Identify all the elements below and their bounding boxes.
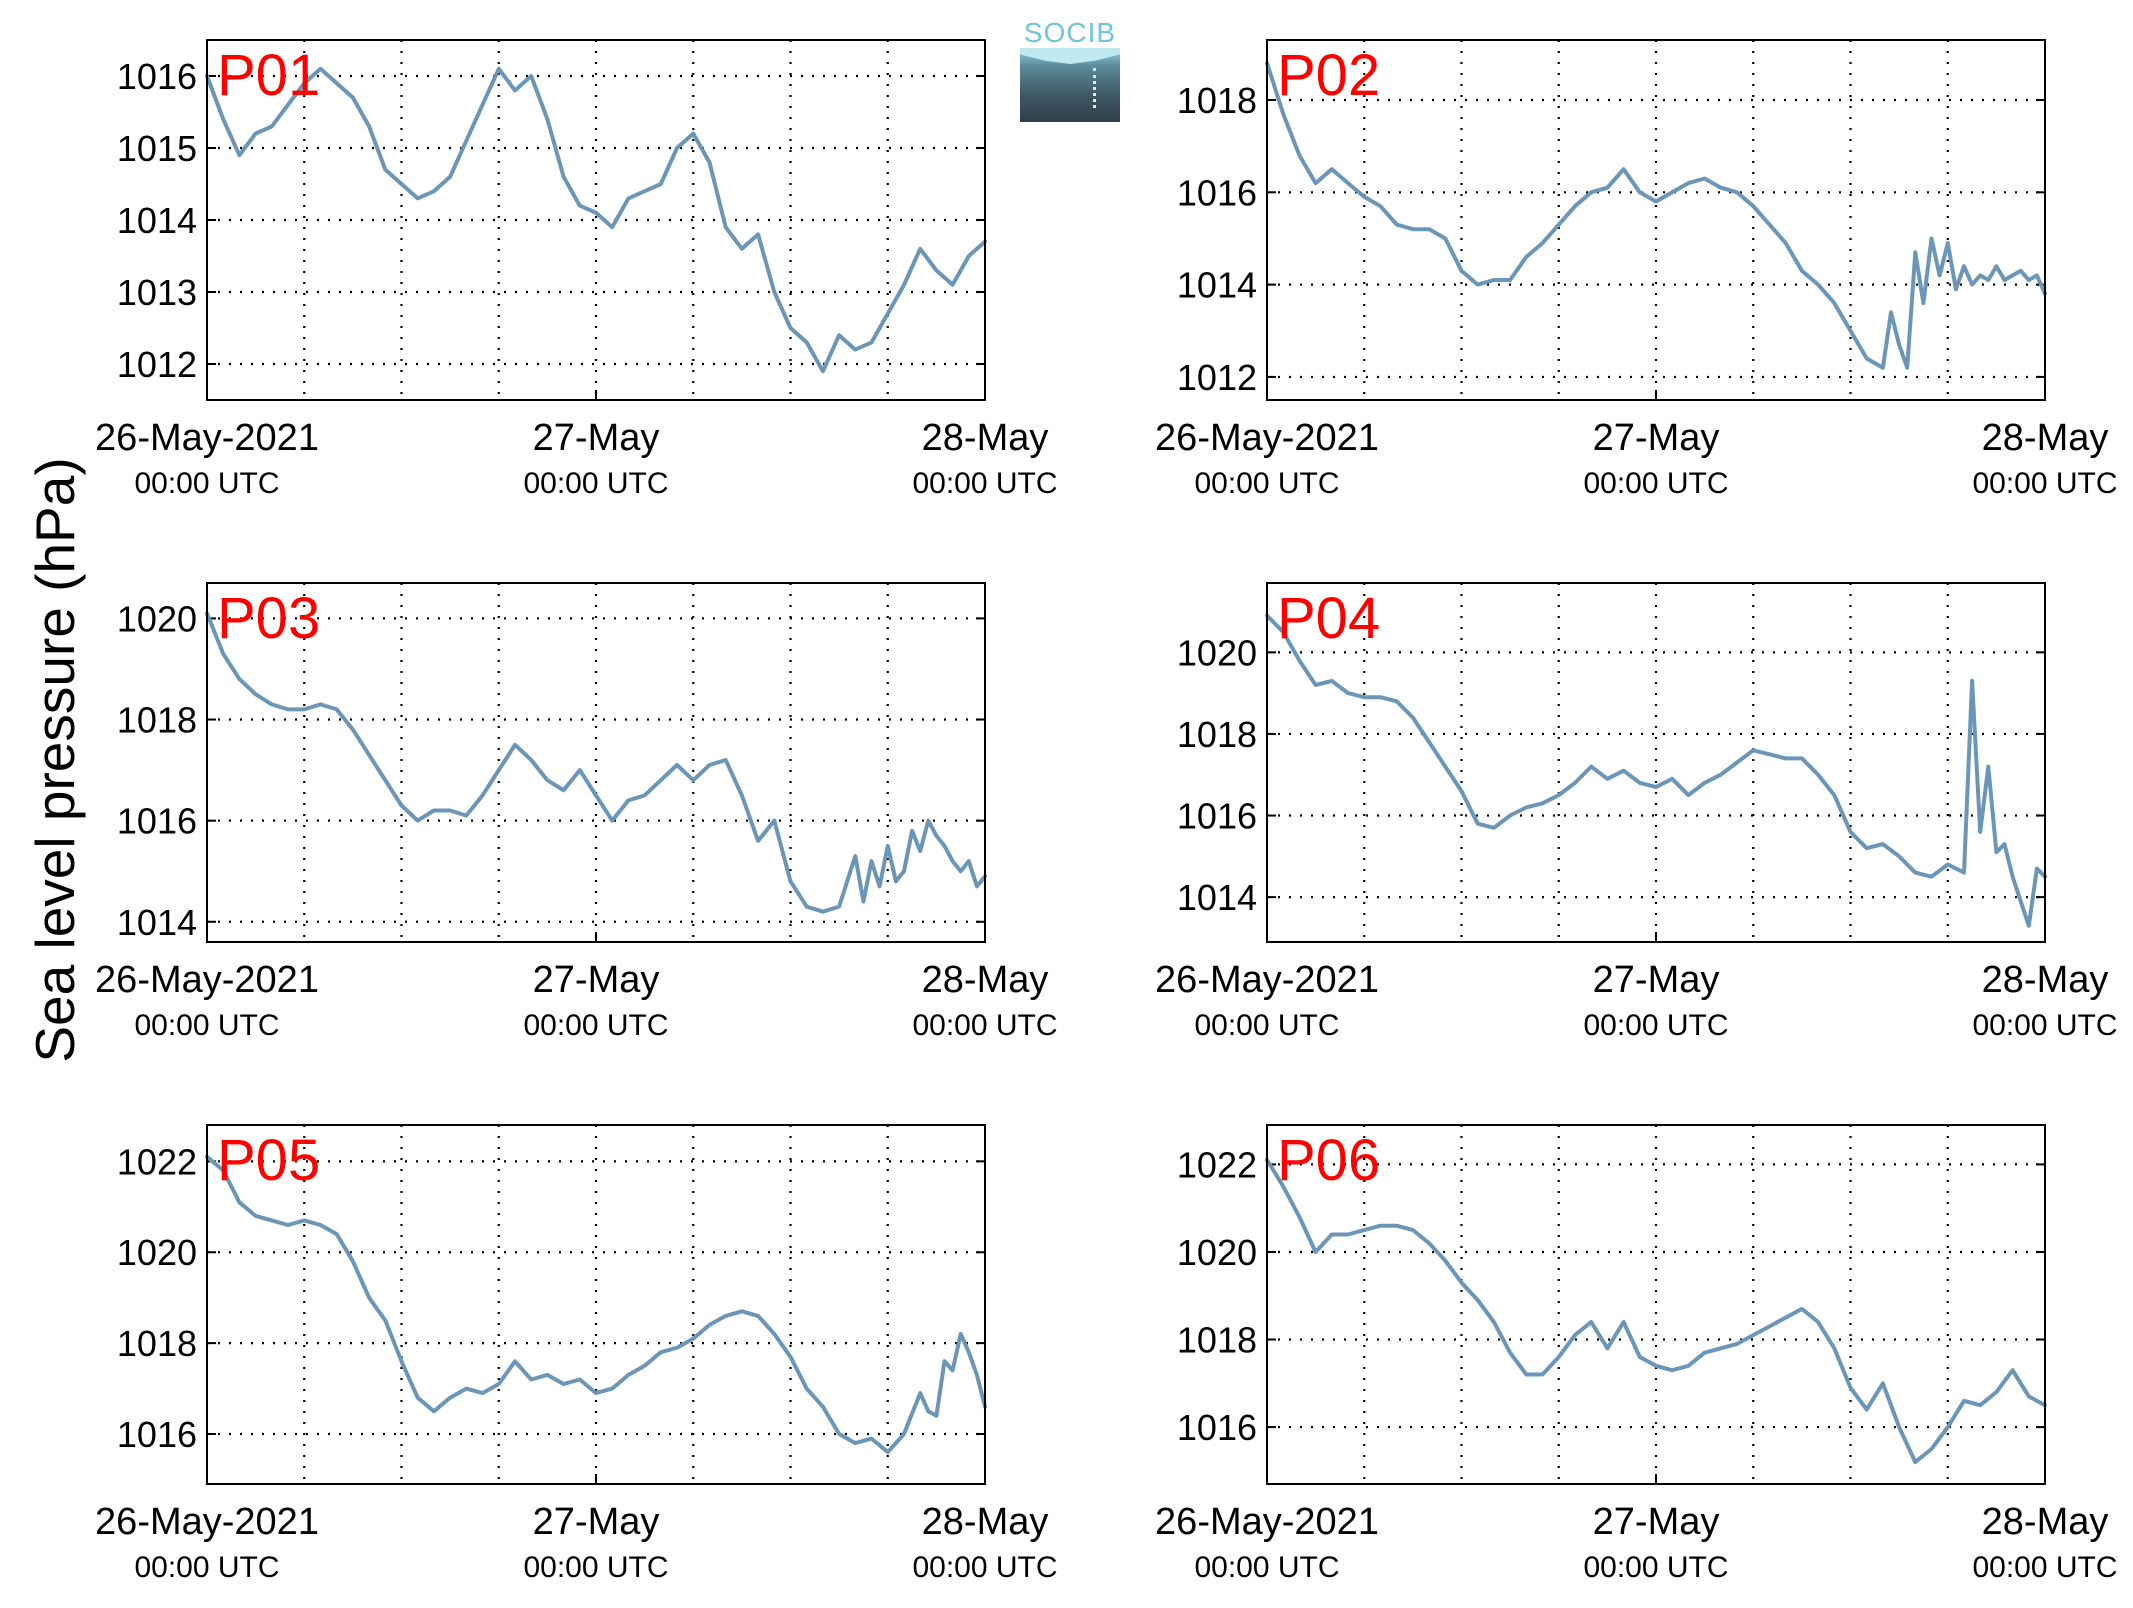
x-tick-label: 28-May (1982, 959, 2109, 1001)
series-line-p05 (205, 1154, 987, 1455)
y-tick-label: 1016 (117, 1414, 197, 1455)
socib-logo-dash (1093, 68, 1096, 108)
x-tick-sublabel: 00:00 UTC (1194, 1551, 1339, 1584)
x-tick-sublabel: 00:00 UTC (1194, 1009, 1339, 1042)
station-label: P04 (1277, 586, 1380, 651)
x-tick-sublabel: 00:00 UTC (1583, 467, 1728, 500)
chart-panel-p05: 1016 1018 1020 1022 26-May-2021 00:00 UTC 27-M… (95, 1124, 1058, 1584)
x-tick-label: 28-May (1982, 417, 2109, 459)
y-tick-label: 1014 (1177, 265, 1257, 306)
x-tick-sublabel: 00:00 UTC (1583, 1009, 1728, 1042)
station-label: P01 (217, 43, 320, 108)
x-tick-label: 27-May (533, 959, 660, 1001)
series-line-p02 (1265, 61, 2047, 370)
y-tick-label: 1018 (1177, 714, 1257, 755)
axes-frame (1266, 39, 2046, 401)
y-tick-label: 1015 (117, 128, 197, 169)
x-tick-sublabel: 00:00 UTC (912, 467, 1057, 500)
y-tick-label: 1012 (1177, 357, 1257, 398)
x-tick-sublabel: 00:00 UTC (523, 467, 668, 500)
x-tick-label: 27-May (1593, 1501, 1720, 1543)
y-tick-label: 1018 (117, 1323, 197, 1364)
series-line-p06 (1265, 1158, 2047, 1465)
y-tick-label: 1012 (117, 344, 197, 385)
x-tick-sublabel: 00:00 UTC (523, 1009, 668, 1042)
series-line-p04 (1265, 613, 2047, 928)
y-tick-label: 1018 (117, 700, 197, 741)
y-tick-label: 1018 (1177, 1320, 1257, 1361)
x-tick-sublabel: 00:00 UTC (134, 1551, 279, 1584)
chart-panel-p03: 1014 1016 1018 1020 26-May-2021 00:00 UTC 27-M… (95, 582, 1058, 1042)
y-tick-label: 1022 (1177, 1144, 1257, 1185)
x-tick-sublabel: 00:00 UTC (134, 467, 279, 500)
x-tick-label: 26-May-2021 (1155, 1501, 1379, 1543)
y-tick-label: 1020 (1177, 632, 1257, 673)
x-tick-label: 27-May (533, 1501, 660, 1543)
y-tick-label: 1020 (1177, 1232, 1257, 1273)
station-label: P03 (217, 586, 320, 651)
x-tick-label: 28-May (922, 959, 1049, 1001)
chart-panel-p01: 1012 1013 1014 1015 1016 26-May-2021 00:00 UTC… (95, 39, 1058, 500)
x-tick-label: 27-May (533, 417, 660, 459)
x-tick-label: 26-May-2021 (1155, 959, 1379, 1001)
y-tick-label: 1018 (1177, 80, 1257, 121)
axes-frame (1266, 1124, 2046, 1485)
x-tick-label: 28-May (1982, 1501, 2109, 1543)
station-label: P06 (1277, 1128, 1380, 1193)
y-tick-label: 1022 (117, 1141, 197, 1182)
axes-frame (1266, 582, 2046, 943)
y-tick-label: 1020 (117, 1232, 197, 1273)
x-tick-label: 26-May-2021 (1155, 417, 1379, 459)
x-tick-sublabel: 00:00 UTC (523, 1551, 668, 1584)
x-tick-sublabel: 00:00 UTC (1194, 467, 1339, 500)
socib-logo-text: SOCIB (1023, 17, 1117, 48)
socib-logo-wave (1020, 48, 1120, 64)
axes-frame (206, 1124, 986, 1485)
x-tick-sublabel: 00:00 UTC (912, 1551, 1057, 1584)
y-tick-label: 1016 (1177, 796, 1257, 837)
x-tick-sublabel: 00:00 UTC (1972, 1009, 2117, 1042)
x-tick-sublabel: 00:00 UTC (134, 1009, 279, 1042)
station-label: P05 (217, 1128, 320, 1193)
y-tick-label: 1016 (1177, 1407, 1257, 1448)
station-label: P02 (1277, 43, 1380, 108)
chart-panel-p04: 1014 1016 1018 1020 26-May-2021 00:00 UTC 27-M… (1155, 582, 2118, 1042)
y-tick-label: 1014 (117, 902, 197, 943)
y-tick-label: 1016 (1177, 172, 1257, 213)
y-tick-label: 1014 (1177, 877, 1257, 918)
y-axis-label: Sea level pressure (hPa) (24, 457, 86, 1063)
axes-frame (206, 582, 986, 943)
x-tick-label: 27-May (1593, 417, 1720, 459)
chart-panel-p02: 1012 1014 1016 1018 26-May-2021 00:00 UTC 27-M… (1155, 39, 2118, 500)
series-line-p01 (205, 66, 987, 374)
x-tick-label: 28-May (922, 417, 1049, 459)
x-tick-label: 26-May-2021 (95, 959, 319, 1001)
y-tick-label: 1016 (117, 801, 197, 842)
x-tick-sublabel: 00:00 UTC (912, 1009, 1057, 1042)
y-tick-label: 1014 (117, 200, 197, 241)
x-tick-label: 26-May-2021 (95, 417, 319, 459)
x-tick-label: 26-May-2021 (95, 1501, 319, 1543)
x-tick-sublabel: 00:00 UTC (1583, 1551, 1728, 1584)
x-tick-label: 28-May (922, 1501, 1049, 1543)
chart-panel-p06: 1016 1018 1020 1022 26-May-2021 00:00 UTC 27-M… (1155, 1124, 2118, 1584)
y-tick-label: 1013 (117, 272, 197, 313)
socib-logo: SOCIB (1020, 18, 1120, 122)
x-tick-label: 27-May (1593, 959, 1720, 1001)
x-tick-sublabel: 00:00 UTC (1972, 1551, 2117, 1584)
y-tick-label: 1020 (117, 598, 197, 639)
x-tick-sublabel: 00:00 UTC (1972, 467, 2117, 500)
y-tick-label: 1016 (117, 56, 197, 97)
axes-frame (206, 39, 986, 401)
series-line-p03 (205, 611, 987, 914)
